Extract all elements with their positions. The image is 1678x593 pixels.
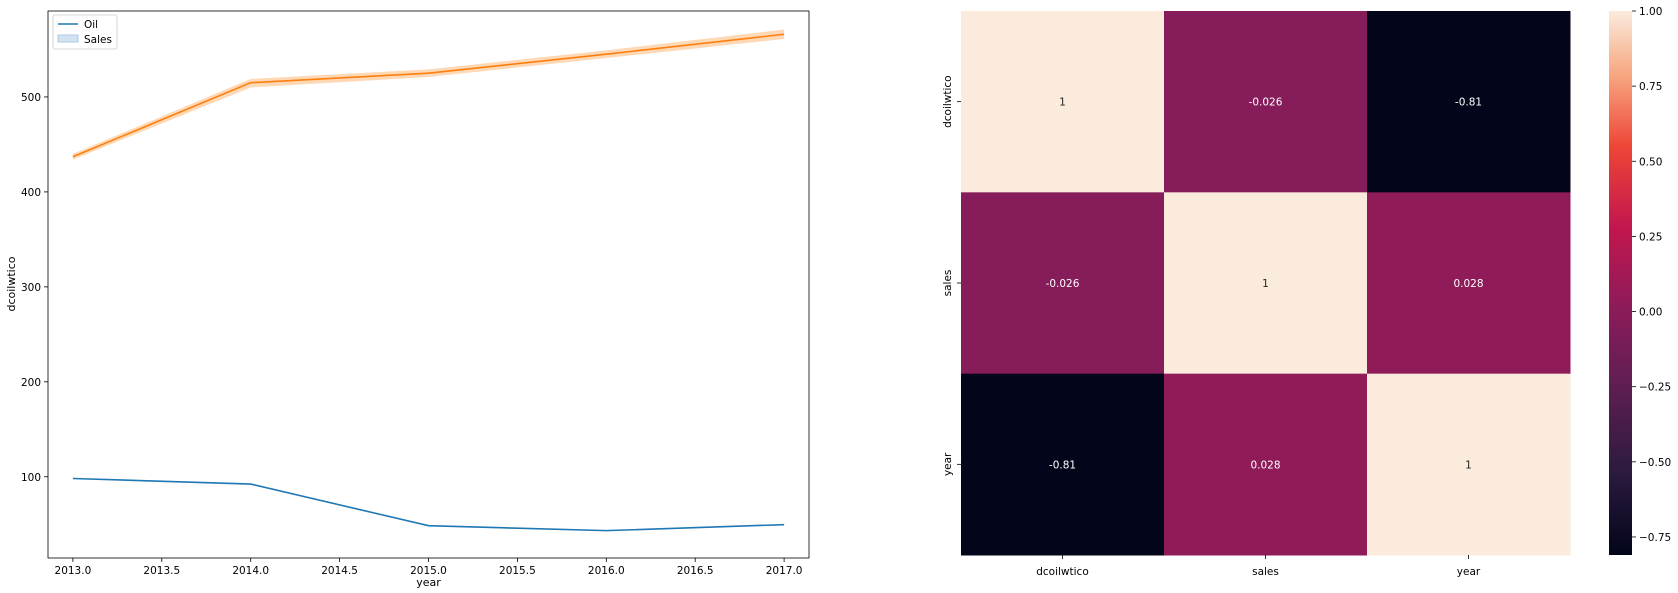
line-chart: 2013.0 2013.5 2014.0 2014.5 2015.0 2015.5 2016… — [5, 10, 810, 589]
x-tick-label: 2016.5 — [677, 565, 714, 577]
heatmap-annotation: 0.028 — [1453, 278, 1483, 290]
colorbar-gradient — [1609, 11, 1632, 555]
heatmap-cells — [961, 11, 1571, 556]
colorbar-tick-label: −0.75 — [1639, 532, 1671, 544]
heatmap-y-label: dcoilwtico — [942, 75, 954, 128]
heatmap-y-labels: dcoilwtico sales year — [942, 75, 961, 476]
legend-oil-label: Oil — [84, 19, 98, 31]
y-axis-ticks: 100 200 300 400 500 — [21, 92, 48, 484]
heatmap-cell — [1367, 373, 1571, 556]
heatmap-x-label: dcoilwtico — [1036, 566, 1089, 578]
heatmap-annotation: -0.026 — [1249, 97, 1283, 109]
x-tick-label: 2015.5 — [499, 565, 536, 577]
x-axis-label: year — [416, 576, 441, 589]
colorbar-tick-label: 0.25 — [1639, 231, 1662, 243]
correlation-heatmap: 1 -0.026 -0.81 -0.026 1 0.028 -0.81 0.028 1 dcoi… — [942, 11, 1571, 578]
colorbar-tick-label: −0.50 — [1639, 457, 1671, 469]
colorbar-tick-label: −0.25 — [1639, 382, 1671, 394]
y-tick-label: 500 — [21, 92, 41, 104]
heatmap-annotation: -0.81 — [1049, 459, 1076, 471]
heatmap-annotation: 1 — [1262, 278, 1269, 290]
series-line-0 — [72, 477, 785, 532]
heatmap-cell — [1164, 373, 1368, 556]
series-line-1 — [72, 33, 785, 158]
heatmap-y-label: year — [942, 452, 954, 476]
sales-confidence-band — [72, 29, 785, 160]
colorbar-tick-label: 1.00 — [1639, 6, 1662, 18]
heatmap-y-label: sales — [942, 270, 954, 297]
heatmap-cell — [1367, 11, 1571, 193]
heatmap-cell — [961, 11, 1165, 193]
x-tick-label: 2014.0 — [232, 565, 269, 577]
heatmap-annotation: 1 — [1465, 459, 1472, 471]
colorbar: 1.00 0.75 0.50 0.25 0.00 −0.25 −0.50 −0.75 — [1609, 6, 1671, 555]
line-chart-frame — [47, 10, 810, 559]
x-tick-label: 2013.5 — [143, 565, 180, 577]
ci-band-1 — [72, 29, 785, 160]
heatmap-cell — [1367, 192, 1571, 375]
heatmap-cell — [961, 373, 1165, 556]
y-tick-label: 400 — [21, 187, 41, 199]
colorbar-tick-label: 0.75 — [1639, 81, 1662, 93]
heatmap-x-label: sales — [1252, 566, 1279, 578]
heatmap-annotation: 0.028 — [1250, 459, 1280, 471]
y-tick-label: 100 — [21, 472, 41, 484]
x-tick-label: 2017.0 — [766, 565, 803, 577]
heatmap-cell — [961, 192, 1165, 375]
heatmap-annotation: -0.81 — [1455, 97, 1482, 109]
heatmap-annotations: 1 -0.026 -0.81 -0.026 1 0.028 -0.81 0.028 1 — [1046, 97, 1484, 472]
y-tick-label: 200 — [21, 377, 41, 389]
y-tick-label: 300 — [21, 282, 41, 294]
x-tick-label: 2014.5 — [321, 565, 358, 577]
x-axis-ticks: 2013.0 2013.5 2014.0 2014.5 2015.0 2015.5 2016… — [55, 558, 803, 577]
x-tick-label: 2013.0 — [55, 565, 92, 577]
x-tick-label: 2016.0 — [588, 565, 625, 577]
legend-sales-swatch — [57, 34, 79, 43]
colorbar-tick-label: 0.00 — [1639, 307, 1662, 319]
colorbar-tick-label: 0.50 — [1639, 156, 1662, 168]
heatmap-annotation: 1 — [1059, 97, 1066, 109]
heatmap-cell — [1164, 11, 1368, 193]
heatmap-cell — [1164, 192, 1368, 375]
x-tick-label: 2015.0 — [410, 565, 447, 577]
y-axis-label: dcoilwtico — [5, 256, 18, 311]
colorbar-ticks: 1.00 0.75 0.50 0.25 0.00 −0.25 −0.50 −0.75 — [1632, 6, 1671, 544]
legend: Oil Sales — [52, 14, 118, 50]
legend-sales-label: Sales — [84, 34, 112, 46]
heatmap-x-label: year — [1457, 566, 1481, 578]
line-series — [72, 33, 785, 532]
heatmap-x-labels: dcoilwtico sales year — [1036, 555, 1481, 578]
heatmap-annotation: -0.026 — [1046, 278, 1080, 290]
